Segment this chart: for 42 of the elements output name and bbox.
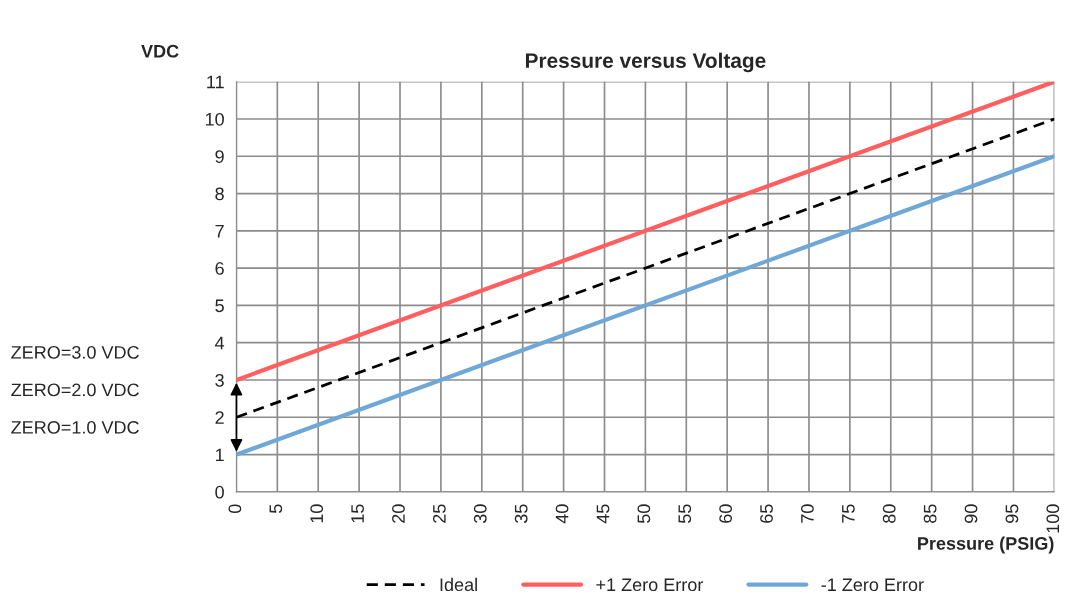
- legend-label: +1 Zero Error: [596, 578, 704, 592]
- x-tick-label: 55: [678, 504, 692, 524]
- x-tick-label: 65: [760, 504, 773, 523]
- legend-label: Ideal: [440, 577, 477, 592]
- x-tick-label: 30: [473, 504, 487, 524]
- x-tick-label: 85: [923, 504, 937, 523]
- x-tick-label: 95: [1005, 504, 1019, 523]
- x-tick-label: 70: [801, 504, 814, 523]
- y-tick-label: 11: [207, 75, 224, 89]
- y-tick-label: 5: [215, 299, 224, 313]
- x-tick-label: 20: [392, 504, 405, 523]
- x-tick-label: 0: [228, 504, 242, 514]
- x-tick-label: 80: [882, 504, 896, 523]
- y-tick-label: 2: [215, 411, 224, 424]
- y-tick-label: 0: [215, 485, 224, 499]
- x-tick-label: 40: [555, 504, 569, 524]
- y-tick-label: 7: [215, 224, 224, 238]
- x-tick-label: 35: [514, 504, 528, 524]
- y-tick-label: 6: [215, 262, 224, 275]
- x-tick-label: 75: [842, 504, 855, 523]
- x-tick-label: 10: [310, 504, 324, 523]
- x-tick-label: 15: [351, 504, 364, 523]
- text: ZERO=2.0 VDC: [11, 383, 139, 397]
- y-tick-label: 8: [215, 187, 224, 201]
- y-tick-label: 10: [205, 112, 224, 126]
- y-tick-label: 1: [215, 448, 224, 462]
- x-tick-label: 25: [432, 504, 446, 523]
- chart-title: Pressure versus Voltage: [525, 52, 766, 73]
- x-tick-label: 50: [637, 504, 651, 524]
- text: ZERO=1.0 VDC: [11, 421, 139, 434]
- text: ZERO=3.0 VDC: [11, 345, 139, 359]
- y-tick-label: 4: [215, 336, 225, 350]
- x-tick-label: 60: [719, 504, 733, 523]
- y-tick-label: 3: [215, 373, 224, 387]
- y-axis-title: VDC: [141, 44, 179, 58]
- x-tick-label: 90: [964, 504, 978, 523]
- y-tick-label: 9: [215, 150, 224, 163]
- x-tick-label: 45: [596, 504, 610, 524]
- x-axis-title: Pressure (PSIG): [918, 536, 1054, 554]
- x-tick-label: 5: [269, 504, 283, 513]
- x-tick-label: 100: [1046, 504, 1060, 533]
- legend-label: -1 Zero Error: [821, 578, 924, 592]
